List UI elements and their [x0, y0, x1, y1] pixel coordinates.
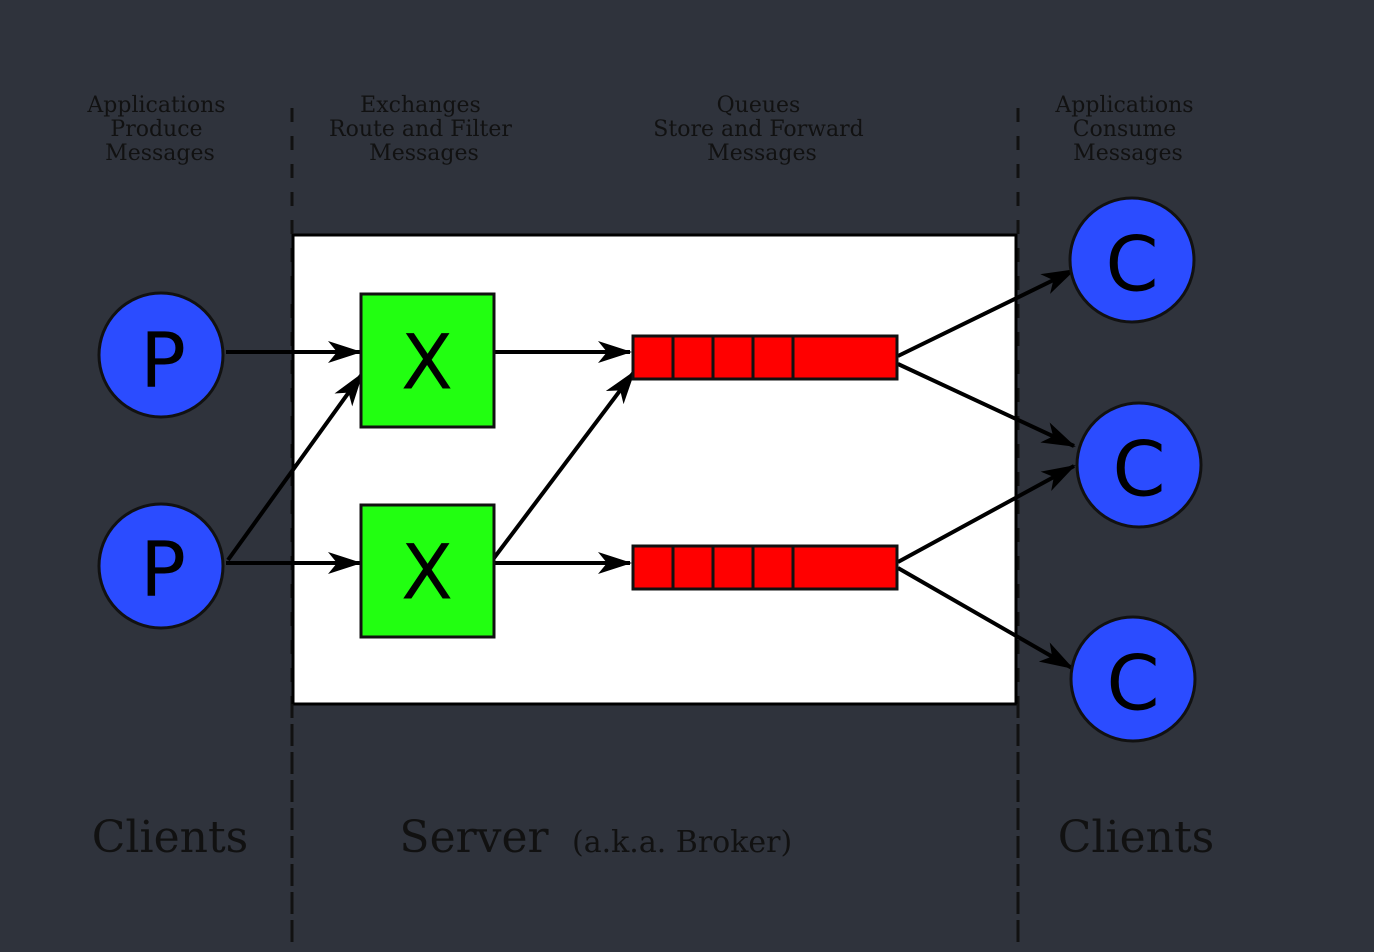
queues-header-line-2: Store and Forward: [653, 117, 863, 142]
exchange-2-letter: X: [401, 528, 453, 617]
producer-2: P: [97, 502, 225, 630]
queue-2: [631, 544, 899, 591]
consumer-2: C: [1075, 401, 1203, 529]
producers-header-line-3: Messages: [105, 141, 215, 166]
consumer-1-circle: [1068, 196, 1196, 324]
producers-header-line-2: Produce: [110, 117, 202, 142]
queue-1: [631, 334, 899, 381]
producer-1-letter: P: [140, 316, 186, 405]
consumer-1: C: [1068, 196, 1196, 324]
consumers-header: Applications Consume Messages: [1054, 93, 1200, 166]
producer-2-circle: [97, 502, 225, 630]
queues-header-line-3: Messages: [707, 141, 817, 166]
arrow-q1-c2: [897, 362, 1076, 448]
consumer-3-letter: C: [1106, 639, 1159, 728]
consumers-header-line-1: Applications: [1054, 93, 1193, 118]
queue-1-body: [631, 334, 899, 381]
arrow-q2-c2: [897, 464, 1076, 564]
consumers-header-line-2: Consume: [1073, 117, 1177, 142]
left-clients-label: Clients: [92, 812, 248, 863]
consumer-2-letter: C: [1112, 425, 1165, 514]
consumer-1-letter: C: [1105, 220, 1158, 309]
producers-header-line-1: Applications: [86, 93, 225, 118]
exchanges-header-line-1: Exchanges: [360, 93, 481, 118]
exchange-1-box: [359, 292, 496, 429]
server-label: Server: [399, 812, 549, 863]
producer-1: P: [97, 291, 225, 419]
queues-header: Queues Store and Forward Messages: [653, 93, 870, 166]
right-clients-label: Clients: [1058, 812, 1214, 863]
exchange-2: X: [359, 503, 496, 639]
exchanges-header-line-3: Messages: [369, 141, 479, 166]
consumer-2-circle: [1075, 401, 1203, 529]
queue-2-body: [631, 544, 899, 591]
server-aka-label: (a.k.a. Broker): [572, 825, 792, 860]
arrow-p2-x1: [226, 372, 364, 562]
exchange-1-letter: X: [401, 318, 453, 407]
exchanges-header: Exchanges Route and Filter Messages: [329, 93, 519, 166]
arrow-q1-c1: [897, 268, 1076, 358]
consumer-3: C: [1069, 615, 1197, 743]
producer-2-letter: P: [140, 525, 186, 614]
arrow-q2-c3: [897, 566, 1074, 670]
producer-1-circle: [97, 291, 225, 419]
exchange-2-box: [359, 503, 496, 639]
exchanges-header-line-2: Route and Filter: [329, 117, 512, 142]
exchange-1: X: [359, 292, 496, 429]
arrow-x2-q1: [492, 370, 636, 560]
consumers-header-line-3: Messages: [1073, 141, 1183, 166]
queues-header-line-1: Queues: [717, 93, 801, 118]
consumer-3-circle: [1069, 615, 1197, 743]
producers-header: Applications Produce Messages: [86, 93, 232, 166]
